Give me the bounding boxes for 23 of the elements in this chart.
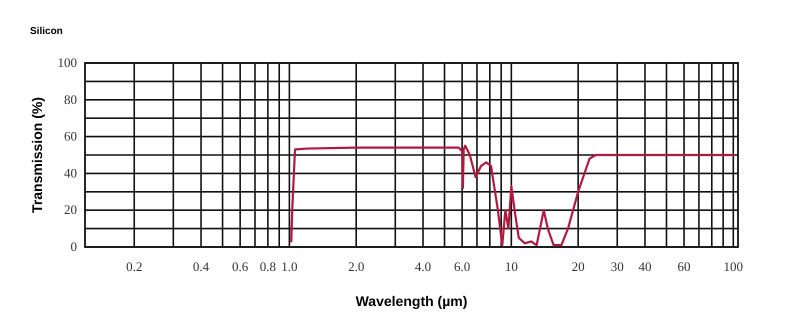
x-axis-title: Wavelength (µm) [356,293,468,309]
x-tick-label: 0.8 [260,259,276,274]
x-tick-label: 0.2 [126,259,142,274]
x-tick-label: 1.0 [281,259,298,274]
y-axis-title: Transmission (%) [29,97,45,213]
y-tick-label: 60 [64,128,77,144]
chart-title: Silicon [30,26,63,37]
x-tick-label: 40 [638,259,652,274]
x-tick-label: 0.4 [192,259,210,274]
x-tick-label: 6.0 [454,259,470,274]
x-tick-label: 30 [610,259,624,274]
y-tick-label: 20 [64,202,77,218]
x-tick-label: 10 [504,259,518,274]
x-tick-label: 0.6 [232,259,249,274]
x-tick-label: 20 [572,259,585,274]
y-tick-label: 80 [64,92,77,107]
y-tick-label: 100 [58,55,77,70]
x-tick-label: 2.0 [348,259,364,274]
x-tick-label: 60 [678,259,691,274]
x-tick-label: 100 [724,259,744,274]
y-tick-label: 40 [64,165,77,180]
y-tick-label: 0 [70,239,77,254]
x-tick-label: 4.0 [414,259,432,274]
